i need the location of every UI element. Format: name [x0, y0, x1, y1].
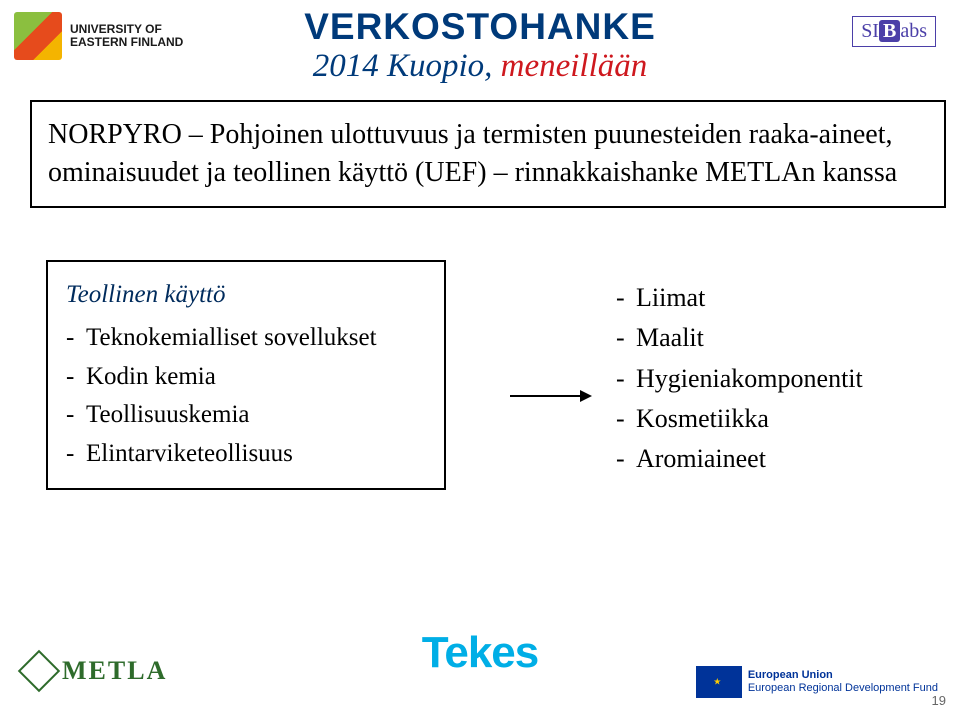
products-list: Liimat Maalit Hygieniakomponentit Kosmet… — [616, 278, 863, 479]
erdf-logo: European Union European Regional Develop… — [696, 666, 938, 698]
list-item: Elintarviketeollisuus — [66, 435, 426, 474]
title-main: VERKOSTOHANKE — [304, 6, 656, 48]
main-description-text: NORPYRO – Pohjoinen ulottuvuus ja termis… — [48, 119, 897, 188]
title-sub: 2014 Kuopio, meneillään — [304, 48, 656, 85]
uef-logo-text: UNIVERSITY OF EASTERN FINLAND — [70, 23, 183, 49]
page-number: 19 — [932, 693, 946, 708]
uef-line2: EASTERN FINLAND — [70, 35, 183, 49]
main-description-box: NORPYRO – Pohjoinen ulottuvuus ja termis… — [30, 100, 946, 208]
list-item: Hygieniakomponentit — [616, 359, 863, 399]
siblabs-pre: SI — [861, 20, 879, 42]
erdf-line2: European Regional Development Fund — [748, 682, 938, 694]
erdf-text: European Union European Regional Develop… — [748, 669, 938, 694]
list-item: Teollisuuskemia — [66, 396, 426, 435]
list-item: Kosmetiikka — [616, 399, 863, 439]
uef-logo-icon — [14, 12, 62, 60]
arrow-icon — [510, 395, 590, 397]
list-item: Liimat — [616, 278, 863, 318]
title-sub-highlight: meneillään — [501, 48, 648, 84]
industrial-use-list: Teknokemialliset sovellukset Kodin kemia… — [66, 319, 426, 474]
eu-flag-icon — [696, 666, 742, 698]
siblabs-logo: SIBabs — [852, 16, 936, 47]
uef-logo: UNIVERSITY OF EASTERN FINLAND — [14, 12, 183, 60]
tekes-logo: Tekes — [422, 628, 539, 678]
list-item: Kodin kemia — [66, 358, 426, 397]
list-item: Maalit — [616, 318, 863, 358]
title-block: VERKOSTOHANKE 2014 Kuopio, meneillään — [304, 6, 656, 85]
metla-logo-text: METLA — [62, 656, 167, 686]
uef-line1: UNIVERSITY OF — [70, 22, 162, 36]
erdf-line1: European Union — [748, 669, 833, 681]
industrial-use-box: Teollinen käyttö Teknokemialliset sovell… — [46, 260, 446, 490]
metla-logo: METLA — [24, 656, 167, 686]
siblabs-post: abs — [900, 20, 927, 42]
list-item: Teknokemialliset sovellukset — [66, 319, 426, 358]
metla-logo-icon — [18, 650, 60, 692]
list-item: Aromiaineet — [616, 439, 863, 479]
title-sub-prefix: 2014 Kuopio, — [313, 48, 501, 84]
siblabs-b: B — [879, 20, 900, 42]
industrial-use-heading: Teollinen käyttö — [66, 276, 426, 315]
